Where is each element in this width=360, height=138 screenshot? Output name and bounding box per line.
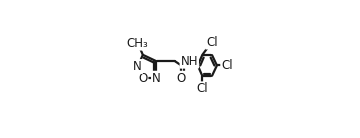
Text: N: N	[152, 72, 161, 85]
Text: Cl: Cl	[197, 82, 208, 95]
Text: O: O	[138, 72, 148, 85]
Text: O: O	[177, 72, 186, 85]
Text: NH: NH	[180, 55, 198, 68]
Text: N: N	[133, 60, 142, 73]
Text: Cl: Cl	[206, 36, 218, 49]
Text: Cl: Cl	[221, 59, 233, 72]
Text: CH₃: CH₃	[127, 37, 149, 50]
